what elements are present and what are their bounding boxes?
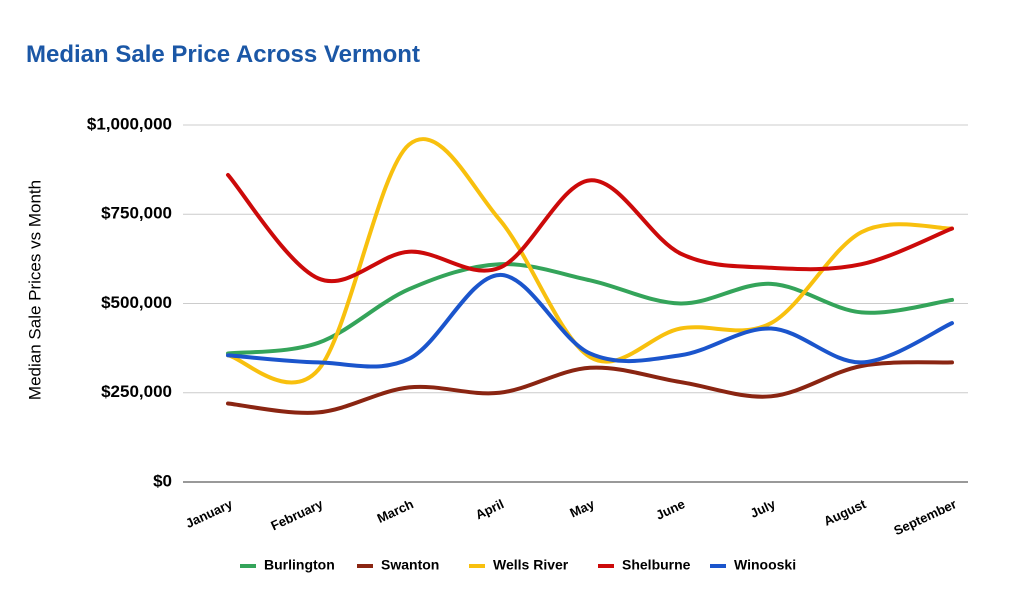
line-series [226, 272, 954, 369]
x-tick-label: July [748, 496, 779, 521]
line-series [226, 172, 954, 283]
x-tick-label: March [375, 496, 416, 526]
legend-label: Winooski [734, 557, 796, 573]
x-tick-label: August [821, 496, 869, 529]
x-tick-label: January [183, 496, 235, 531]
line-series [226, 262, 954, 356]
y-tick-label: $250,000 [101, 382, 172, 401]
y-tick-label: $0 [153, 471, 172, 490]
line-series [226, 137, 954, 385]
x-tick-label: September [891, 496, 958, 538]
y-tick-label: $500,000 [101, 293, 172, 312]
y-tick-label: $1,000,000 [87, 114, 172, 133]
y-tick-label: $750,000 [101, 204, 172, 223]
x-tick-label: June [653, 496, 687, 522]
x-tick-label: May [567, 496, 597, 521]
legend-label: Shelburne [622, 557, 691, 573]
line-series [226, 360, 954, 415]
legend-label: Wells River [493, 557, 569, 573]
legend-label: Swanton [381, 557, 439, 573]
x-tick-label: April [473, 496, 506, 522]
y-axis-label: Median Sale Prices vs Month [25, 180, 44, 400]
x-tick-label: February [268, 496, 325, 533]
legend-label: Burlington [264, 557, 335, 573]
chart-title: Median Sale Price Across Vermont [26, 41, 420, 68]
